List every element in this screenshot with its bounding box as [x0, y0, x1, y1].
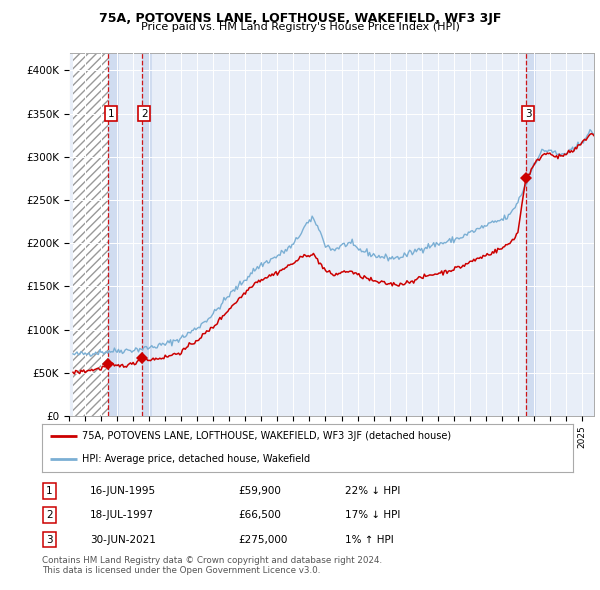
Text: 3: 3: [46, 535, 53, 545]
Text: Price paid vs. HM Land Registry's House Price Index (HPI): Price paid vs. HM Land Registry's House …: [140, 22, 460, 32]
Text: £59,900: £59,900: [238, 486, 281, 496]
Text: 18-JUL-1997: 18-JUL-1997: [90, 510, 154, 520]
Bar: [142, 53, 152, 416]
Text: 16-JUN-1995: 16-JUN-1995: [90, 486, 156, 496]
Text: 1% ↑ HPI: 1% ↑ HPI: [344, 535, 394, 545]
Text: HPI: Average price, detached house, Wakefield: HPI: Average price, detached house, Wake…: [82, 454, 310, 464]
Text: 30-JUN-2021: 30-JUN-2021: [90, 535, 155, 545]
Bar: [73, 53, 108, 416]
Text: 1: 1: [107, 109, 114, 119]
Text: 3: 3: [525, 109, 532, 119]
Text: 75A, POTOVENS LANE, LOFTHOUSE, WAKEFIELD, WF3 3JF (detached house): 75A, POTOVENS LANE, LOFTHOUSE, WAKEFIELD…: [82, 431, 451, 441]
Text: 2: 2: [141, 109, 148, 119]
Text: £275,000: £275,000: [238, 535, 288, 545]
Text: £66,500: £66,500: [238, 510, 281, 520]
Text: 1: 1: [46, 486, 53, 496]
Bar: [108, 53, 119, 416]
Bar: [526, 53, 536, 416]
Text: 22% ↓ HPI: 22% ↓ HPI: [344, 486, 400, 496]
Text: 75A, POTOVENS LANE, LOFTHOUSE, WAKEFIELD, WF3 3JF: 75A, POTOVENS LANE, LOFTHOUSE, WAKEFIELD…: [99, 12, 501, 25]
Text: 2: 2: [46, 510, 53, 520]
Text: 17% ↓ HPI: 17% ↓ HPI: [344, 510, 400, 520]
Text: Contains HM Land Registry data © Crown copyright and database right 2024.
This d: Contains HM Land Registry data © Crown c…: [42, 556, 382, 575]
